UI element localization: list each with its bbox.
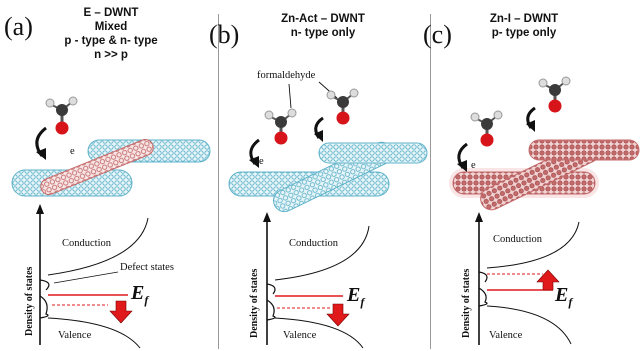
label-pointer — [288, 83, 292, 109]
panel-a: (a) E – DWNT Mixed p - type & n- type n … — [0, 0, 218, 351]
electron-arrowhead — [249, 156, 259, 168]
panel-b-graphics — [228, 81, 428, 349]
nanotube-blue-upper — [318, 142, 428, 164]
valence-band-curve — [274, 317, 364, 349]
defect-pointer — [53, 271, 119, 284]
title-line: p- type only — [491, 27, 557, 39]
density-of-states-label: Density of states — [24, 266, 35, 336]
electron-arrowhead — [36, 148, 46, 160]
electron-arrowhead-2 — [314, 130, 323, 142]
formaldehyde-label: formaldehyde — [257, 70, 316, 81]
valence-band-curve — [47, 317, 141, 349]
title-line: n- type only — [290, 27, 356, 39]
conduction-label: Conduction — [62, 238, 111, 249]
panel-label-b: (b) — [209, 20, 240, 49]
dos-axis-arrowhead — [263, 212, 271, 222]
valence-label: Valence — [283, 330, 317, 341]
title-line: Zn-Act – DWNT — [281, 13, 365, 25]
panel-b: (b) Zn-Act – DWNT n- type only formaldeh… — [209, 0, 430, 351]
defect-states-bumps — [266, 283, 276, 321]
valence-label: Valence — [489, 330, 523, 341]
dos-axis-arrowhead — [36, 204, 44, 214]
density-of-states-label: Density of states — [249, 268, 260, 338]
conduction-band-curve — [486, 221, 580, 269]
panel-a-graphics — [11, 96, 211, 349]
panel-label-a: (a) — [4, 12, 33, 41]
fermi-shift-down-arrow — [109, 300, 133, 324]
title-line: Zn-I – DWNT — [489, 13, 559, 25]
electron-arrowhead — [457, 160, 467, 172]
formaldehyde-molecule-left — [470, 110, 503, 147]
electron-arrowhead-2 — [526, 120, 535, 132]
formaldehyde-molecule-right — [538, 76, 571, 113]
title-line: n >> p — [94, 49, 128, 61]
panel-b-title: Zn-Act – DWNT n- type only — [263, 12, 383, 40]
density-of-states-label: Density of states — [461, 268, 472, 338]
panel-a-title: E – DWNT Mixed p - type & n- type n >> p — [56, 6, 166, 62]
conduction-label: Conduction — [493, 234, 542, 245]
fermi-level-label: Ef — [347, 284, 365, 309]
panel-label-c: (c) — [423, 20, 452, 49]
formaldehyde-molecule-right — [326, 88, 359, 125]
defect-states-bumps — [39, 279, 50, 319]
nanotube-red — [40, 139, 154, 196]
panel-divider-1 — [218, 14, 219, 349]
title-line: E – DWNT — [83, 7, 139, 19]
electron-label: e — [259, 156, 264, 167]
electron-label: e — [471, 160, 476, 171]
formaldehyde-molecule-left — [264, 108, 297, 145]
title-line: p - type & n- type — [64, 35, 158, 47]
title-line: Mixed — [94, 21, 128, 33]
conduction-label: Conduction — [289, 238, 338, 249]
panel-c-title: Zn-I – DWNT p- type only — [469, 12, 579, 40]
panel-c: (c) Zn-I – DWNT p- type only — [423, 0, 641, 351]
valence-band-curve — [486, 305, 572, 345]
defect-states-bumps — [478, 271, 488, 307]
panel-c-graphics — [449, 76, 640, 345]
electron-label: e — [70, 146, 75, 157]
fermi-level-label: Ef — [131, 282, 149, 307]
formaldehyde-molecule — [45, 96, 78, 135]
nanotube-red-upper — [528, 139, 640, 161]
valence-label: Valence — [58, 330, 92, 341]
panel-divider-2 — [430, 14, 431, 349]
fermi-shift-up-arrow — [536, 269, 560, 291]
conduction-band-curve — [274, 225, 370, 281]
dos-axis-arrowhead — [475, 212, 483, 222]
fermi-level-label: Ef — [555, 284, 573, 309]
conduction-band-curve — [47, 217, 149, 276]
fermi-shift-down-arrow — [326, 303, 350, 327]
defect-states-label: Defect states — [120, 262, 174, 273]
